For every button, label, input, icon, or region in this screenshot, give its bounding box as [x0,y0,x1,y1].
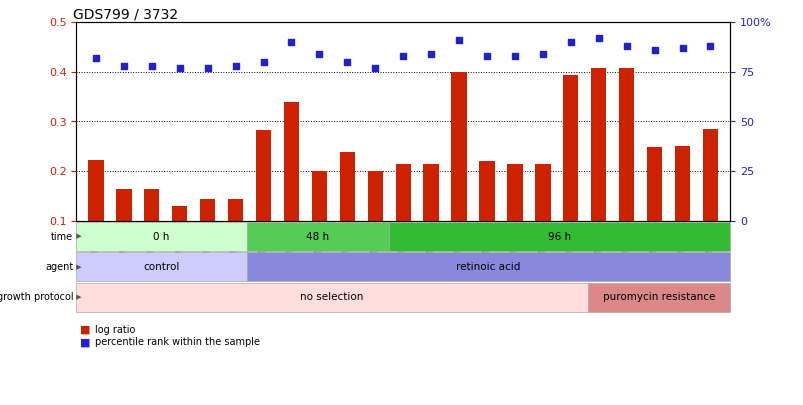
Point [536,51,548,57]
Point [507,53,520,59]
Bar [144,190,159,271]
Bar [562,75,578,271]
Bar [450,72,467,271]
Bar [76,252,247,281]
Text: ■: ■ [80,325,91,335]
Point [424,51,437,57]
Point [312,51,325,57]
Bar [479,161,494,271]
Bar [618,68,634,271]
Point [592,35,605,41]
Text: retinoic acid: retinoic acid [456,262,520,272]
Text: percentile rank within the sample: percentile rank within the sample [95,337,259,347]
Bar [507,164,522,271]
Bar [674,146,689,271]
Point [675,45,688,51]
Point [340,59,353,65]
Point [480,53,493,59]
Bar [312,171,327,271]
Text: ▶: ▶ [74,234,81,239]
Bar [646,147,662,271]
Text: ■: ■ [80,337,91,347]
Text: control: control [143,262,180,272]
Text: no selection: no selection [300,292,364,302]
Point [173,65,186,71]
Text: ▶: ▶ [74,294,81,300]
Bar [535,164,550,271]
Point [397,53,410,59]
Text: agent: agent [45,262,73,272]
Bar [227,199,243,271]
Text: GDS799 / 3732: GDS799 / 3732 [73,7,178,21]
Point [703,43,716,49]
Text: growth protocol: growth protocol [0,292,73,302]
Point [647,47,660,53]
Bar [247,252,729,281]
Bar [339,152,355,271]
Text: puromycin resistance: puromycin resistance [602,292,715,302]
Bar [702,129,717,271]
Text: 48 h: 48 h [306,232,329,241]
Point [201,65,214,71]
Point [145,63,158,69]
Bar [283,102,299,271]
Point [564,39,577,45]
Bar [200,199,215,271]
Bar [587,283,729,312]
Text: ▶: ▶ [74,264,81,270]
Text: 96 h: 96 h [548,232,570,241]
Point [285,39,298,45]
Bar [247,222,389,251]
Point [369,65,381,71]
Bar [255,130,271,271]
Bar [367,171,382,271]
Point [257,59,270,65]
Bar [88,160,104,271]
Point [117,63,130,69]
Bar [590,68,605,271]
Bar [172,206,187,271]
Bar [76,222,247,251]
Point [229,63,242,69]
Bar [423,164,438,271]
Bar [389,222,729,251]
Point [452,37,465,43]
Bar [395,164,410,271]
Text: time: time [51,232,73,241]
Text: log ratio: log ratio [95,325,135,335]
Bar [116,190,132,271]
Point [89,55,102,61]
Bar [76,283,587,312]
Point [619,43,632,49]
Text: 0 h: 0 h [153,232,169,241]
